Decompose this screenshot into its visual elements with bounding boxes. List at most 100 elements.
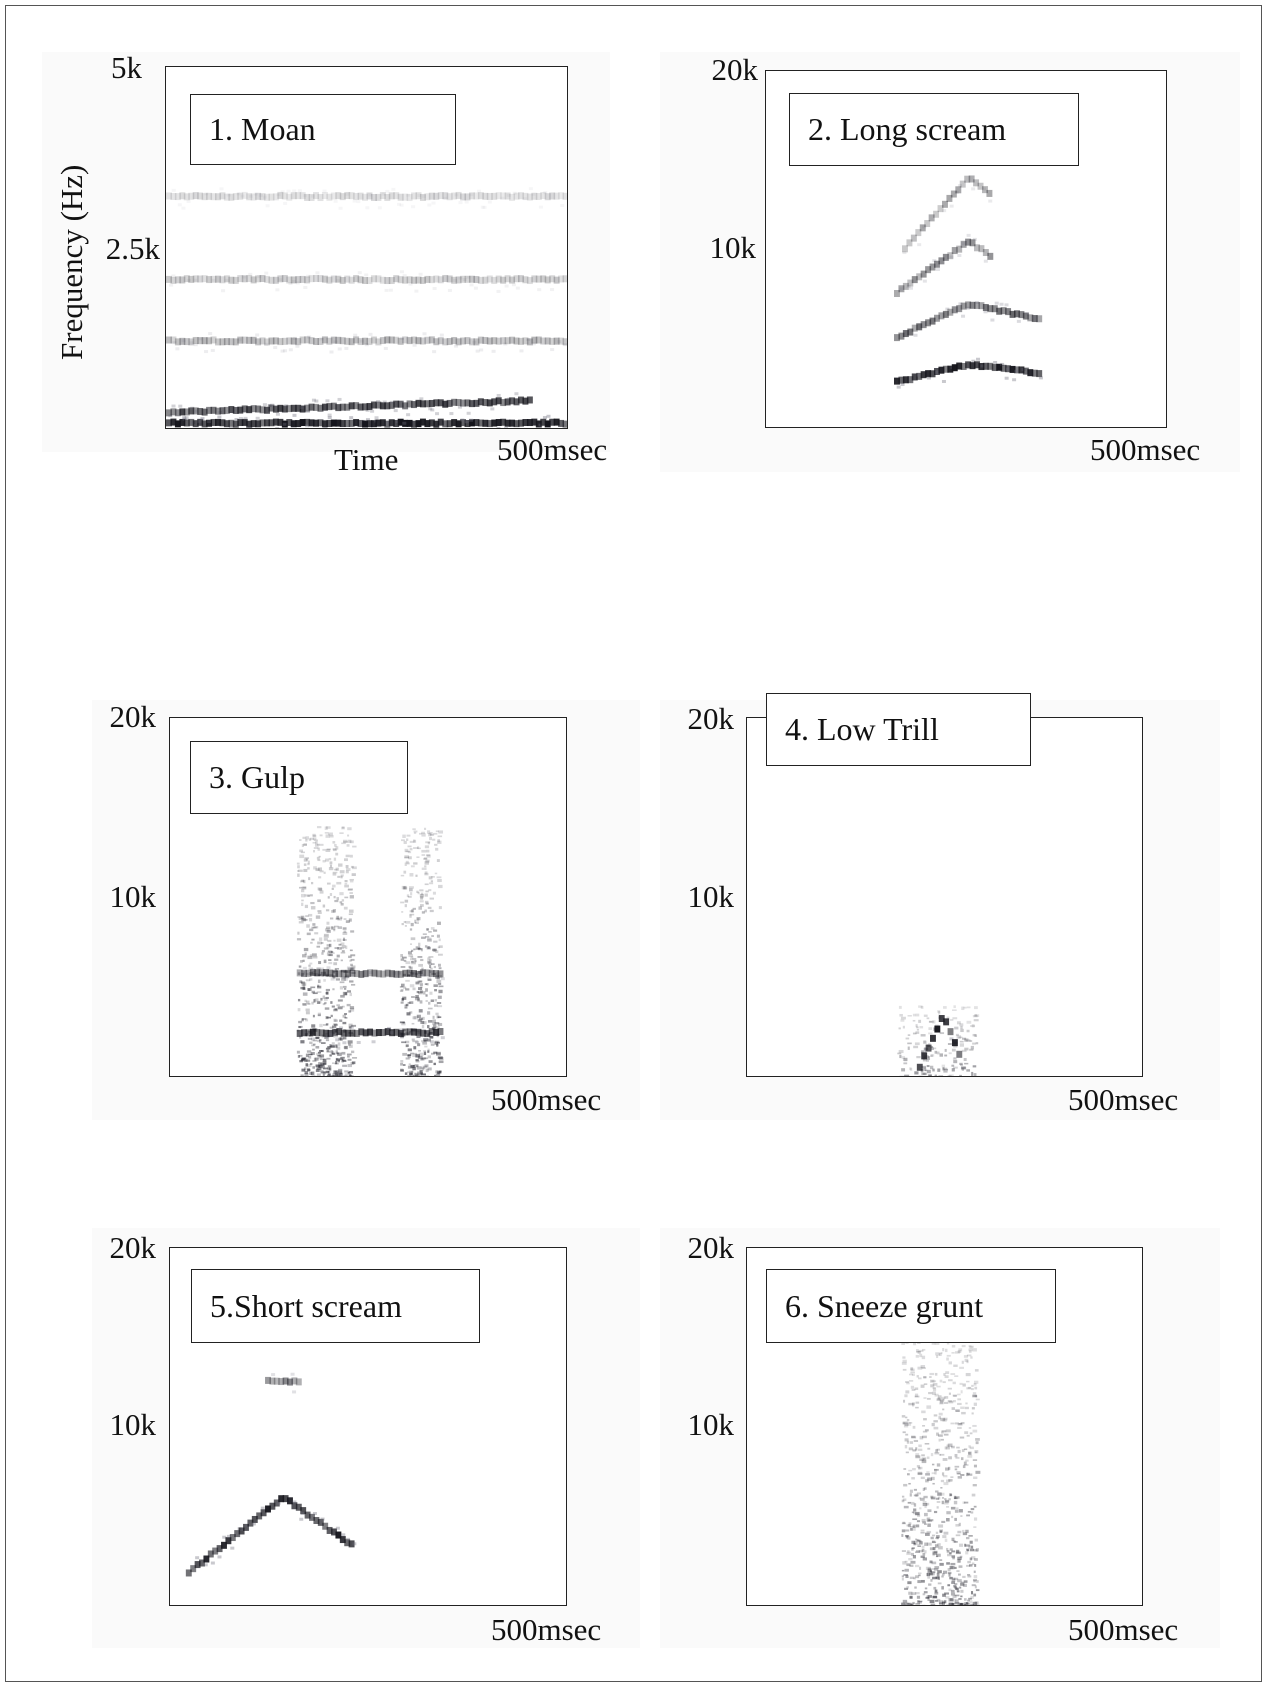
spectral-energy-speck	[965, 1372, 971, 1377]
harmonic-track-segment	[286, 193, 293, 201]
harmonic-track-segment	[264, 419, 270, 427]
spectral-energy-speck	[431, 876, 435, 878]
spectral-energy-speck	[937, 1543, 941, 1546]
harmonic-track-segment	[517, 396, 524, 404]
spectral-energy-speck	[391, 187, 396, 191]
spectral-energy-speck	[300, 893, 306, 898]
spectral-energy-speck	[314, 843, 319, 847]
harmonic-track-segment	[277, 191, 284, 199]
spectral-energy-speck	[937, 1010, 941, 1013]
harmonic-track-segment	[1036, 315, 1043, 323]
spectral-energy-speck	[248, 272, 253, 276]
spectral-energy-speck	[327, 1073, 331, 1076]
spectral-energy-speck	[297, 870, 300, 872]
spectral-energy-speck	[412, 1065, 415, 1067]
harmonic-track-segment	[517, 275, 524, 283]
harmonic-track-segment	[907, 328, 914, 336]
spectral-energy-speck	[941, 1396, 946, 1399]
spectral-energy-speck	[421, 831, 425, 834]
panel-title-box: 6. Sneeze grunt	[766, 1269, 1056, 1343]
spectral-energy-speck	[414, 922, 419, 924]
spectral-energy-speck	[934, 1468, 939, 1471]
spectral-energy-speck	[329, 1054, 332, 1057]
spectral-energy-speck	[413, 830, 418, 833]
harmonic-track-segment	[210, 406, 217, 414]
harmonic-track-segment	[317, 338, 324, 346]
harmonic-track-segment	[898, 376, 905, 384]
spectral-energy-speck	[482, 205, 487, 209]
harmonic-track-segment	[299, 419, 306, 427]
spectral-energy-speck	[918, 1466, 921, 1470]
spectral-energy-speck	[257, 275, 262, 279]
spectral-energy-speck	[912, 1013, 916, 1017]
spectral-energy-speck	[475, 349, 480, 353]
spectral-energy-speck	[313, 839, 318, 842]
spectral-energy-speck	[343, 977, 348, 981]
harmonic-track-segment	[549, 337, 556, 345]
spectral-energy-speck	[948, 1602, 952, 1605]
harmonic-track-segment	[522, 397, 529, 405]
spectral-energy-speck	[903, 1424, 909, 1428]
spectral-energy-speck	[412, 1040, 416, 1043]
spectral-energy-speck	[934, 1451, 940, 1455]
spectral-energy-speck	[938, 1600, 944, 1603]
harmonic-track-segment	[246, 406, 253, 414]
spectral-energy-speck	[969, 1548, 974, 1552]
harmonic-track-segment	[1027, 314, 1034, 322]
spectral-energy-speck	[964, 1431, 969, 1434]
spectral-energy-speck	[911, 1540, 916, 1544]
spectral-energy-speck	[951, 1352, 955, 1354]
spectral-energy-speck	[542, 416, 547, 420]
spectral-energy-speck	[427, 960, 431, 964]
spectral-energy-speck	[976, 357, 981, 361]
spectral-energy-speck	[400, 1062, 403, 1066]
spectral-energy-speck	[307, 955, 313, 960]
spectral-energy-speck	[965, 1402, 968, 1405]
spectral-energy-speck	[435, 1052, 441, 1056]
spectral-energy-speck	[432, 287, 437, 291]
spectral-energy-speck	[436, 876, 442, 879]
harmonic-track-segment	[313, 1516, 320, 1524]
harmonic-track-segment	[437, 337, 444, 345]
harmonic-track-segment	[170, 192, 177, 200]
spectral-energy-speck	[317, 979, 321, 984]
spectral-energy-speck	[934, 1566, 940, 1569]
harmonic-track-segment	[170, 408, 177, 416]
spectral-energy-speck	[292, 413, 297, 417]
harmonic-track-segment	[206, 276, 213, 284]
spectral-energy-speck	[339, 1037, 344, 1040]
spectral-energy-speck	[344, 976, 350, 979]
harmonic-track-segment	[259, 419, 266, 427]
spectral-energy-speck	[342, 1064, 348, 1067]
spectral-energy-speck	[948, 1400, 954, 1404]
spectral-energy-speck	[969, 1540, 973, 1544]
harmonic-track-segment	[232, 276, 239, 284]
spectral-energy-speck	[427, 1055, 431, 1059]
spectral-energy-speck	[962, 1465, 966, 1469]
spectral-energy-speck	[901, 1569, 905, 1572]
spectral-energy-speck	[959, 1586, 962, 1589]
spectral-energy-speck	[919, 1566, 922, 1570]
spectral-energy-speck	[934, 1471, 937, 1475]
spectral-energy-speck	[423, 1051, 427, 1056]
spectral-energy-speck	[480, 205, 485, 209]
spectral-energy-speck	[906, 1473, 910, 1476]
spectral-energy-speck	[436, 1002, 442, 1004]
spectral-energy-speck	[349, 840, 354, 844]
spectral-energy-speck	[419, 889, 424, 892]
spectral-energy-speck	[950, 1373, 956, 1376]
spectral-energy-speck	[351, 1050, 355, 1054]
spectral-energy-speck	[918, 1497, 921, 1500]
spectral-energy-speck	[352, 1057, 358, 1059]
spectral-energy-speck	[942, 1535, 947, 1539]
spectral-energy-speck	[237, 338, 242, 342]
spectral-energy-speck	[546, 414, 551, 418]
spectral-energy-speck	[965, 1536, 970, 1540]
harmonic-track-segment	[237, 275, 244, 283]
spectral-energy-speck	[932, 1596, 938, 1599]
spectral-energy-speck	[342, 927, 347, 930]
spectral-energy-speck	[412, 1054, 417, 1058]
spectral-energy-speck	[965, 1039, 971, 1042]
harmonic-track-segment	[942, 200, 948, 208]
spectral-energy-speck	[957, 1350, 962, 1354]
